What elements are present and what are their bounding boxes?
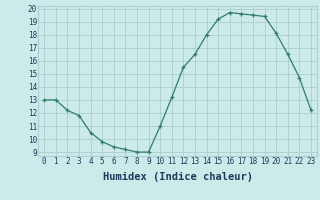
X-axis label: Humidex (Indice chaleur): Humidex (Indice chaleur) <box>103 172 252 182</box>
